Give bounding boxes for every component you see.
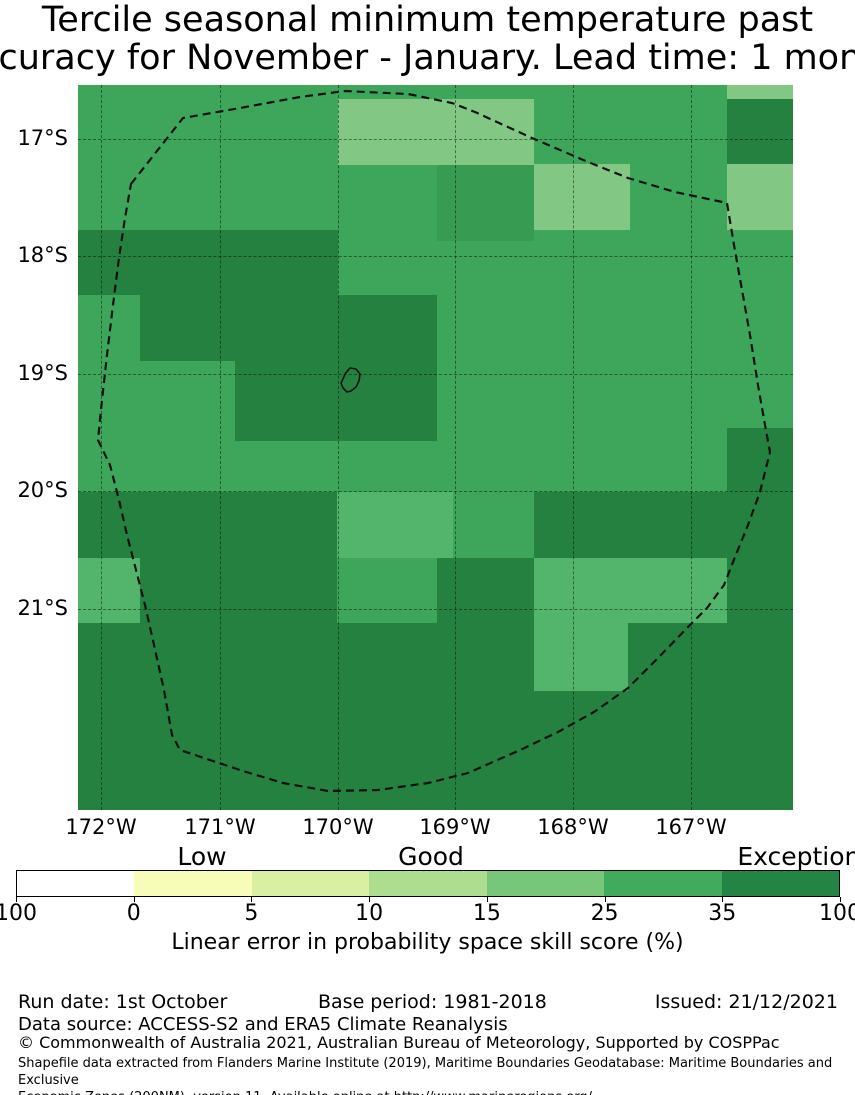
- eez-dashed-boundary: [96, 89, 772, 793]
- colorbar-tick: [369, 897, 371, 902]
- map-cell: [78, 558, 140, 623]
- x-tick-label: 170°W: [302, 815, 374, 839]
- colorbar-tick-label: 100: [0, 901, 37, 926]
- y-tick-label: 18°S: [17, 243, 68, 267]
- map-cell: [534, 558, 727, 623]
- map-cell: [534, 492, 727, 558]
- colorbar-segment: [721, 871, 839, 896]
- map-cell: [727, 99, 793, 164]
- colorbar-tick-label: 10: [355, 901, 384, 926]
- colorbar-tick: [840, 897, 841, 902]
- longitude-gridline: [573, 85, 574, 810]
- colorbar-tick: [722, 897, 724, 902]
- longitude-gridline: [691, 85, 692, 810]
- colorbar-segment: [17, 871, 135, 896]
- colorbar-segment: [251, 871, 370, 896]
- footer-shapefile-line-2: Economic Zones (200NM), version 11. Avai…: [18, 1089, 838, 1095]
- longitude-gridline: [101, 85, 102, 810]
- latitude-gridline: [78, 491, 793, 492]
- longitude-gridline: [338, 85, 339, 810]
- colorbar-tick-label: 0: [126, 901, 141, 926]
- colorbar-segment: [134, 871, 252, 896]
- footer-copyright: © Commonwealth of Australia 2021, Austra…: [18, 1033, 780, 1052]
- map-cell: [140, 295, 437, 361]
- x-tick-label: 171°W: [184, 815, 256, 839]
- map-cell: [727, 164, 793, 230]
- footer-shapefile-line-1: Shapefile data extracted from Flanders M…: [18, 1056, 833, 1088]
- map-cell: [78, 623, 793, 810]
- footer-data-source: Data source: ACCESS-S2 and ERA5 Climate …: [18, 1014, 508, 1035]
- latitude-gridline: [78, 139, 793, 140]
- colorbar-segment: [604, 871, 722, 896]
- footer-issued-date: Issued: 21/12/2021: [654, 991, 838, 1013]
- map-cell: [437, 164, 534, 241]
- map-cell: [235, 361, 437, 441]
- y-tick-label: 19°S: [17, 361, 68, 385]
- colorbar-tick: [251, 897, 253, 902]
- colorbar-tick-label: 15: [472, 901, 501, 926]
- chart-title-line-1: Tercile seasonal minimum temperature pas…: [41, 0, 814, 40]
- colorbar-tick: [16, 897, 17, 902]
- colorbar-tick: [604, 897, 606, 902]
- chart-title-line-2: accuracy for November - January. Lead ti…: [0, 38, 855, 78]
- map-cell: [338, 99, 534, 165]
- colorbar-tick-label: 35: [708, 901, 737, 926]
- y-tick-label: 21°S: [17, 596, 68, 620]
- x-tick-label: 169°W: [419, 815, 491, 839]
- map-cell: [534, 164, 630, 230]
- island-outline: [340, 367, 361, 393]
- legend-label-exceptional: Exceptional: [737, 842, 855, 871]
- colorbar-tick-label: 100: [819, 901, 855, 926]
- x-tick-label: 167°W: [655, 815, 727, 839]
- colorbar-tick-label: 5: [244, 901, 259, 926]
- footer-shapefile-attribution: Shapefile data extracted from Flanders M…: [18, 1055, 838, 1095]
- longitude-gridline: [455, 85, 456, 810]
- latitude-gridline: [78, 256, 793, 257]
- colorbar-tick: [133, 897, 135, 902]
- x-tick-label: 168°W: [537, 815, 609, 839]
- colorbar: [16, 870, 840, 897]
- map-overlay-svg: [96, 89, 772, 793]
- latitude-gridline: [78, 374, 793, 375]
- map-canvas: [78, 85, 793, 810]
- map-cell: [534, 623, 628, 691]
- map-cell: [78, 492, 337, 558]
- colorbar-segment: [486, 871, 605, 896]
- colorbar-caption: Linear error in probability space skill …: [171, 930, 684, 955]
- longitude-gridline: [220, 85, 221, 810]
- legend-label-good: Good: [398, 842, 464, 871]
- y-tick-label: 20°S: [17, 478, 68, 502]
- latitude-gridline: [78, 609, 793, 610]
- map-cell: [727, 428, 793, 623]
- map-cell: [337, 492, 453, 558]
- map-cell: [140, 558, 337, 623]
- colorbar-tick-label: 25: [590, 901, 619, 926]
- legend-label-low: Low: [177, 842, 227, 871]
- map-cell: [437, 558, 534, 623]
- colorbar-segment: [369, 871, 487, 896]
- map-cell: [727, 85, 793, 99]
- y-tick-label: 17°S: [17, 126, 68, 150]
- colorbar-tick: [486, 897, 488, 902]
- footer-base-period: Base period: 1981-2018: [318, 991, 547, 1013]
- x-tick-label: 172°W: [65, 815, 137, 839]
- footer-run-date: Run date: 1st October: [18, 991, 228, 1013]
